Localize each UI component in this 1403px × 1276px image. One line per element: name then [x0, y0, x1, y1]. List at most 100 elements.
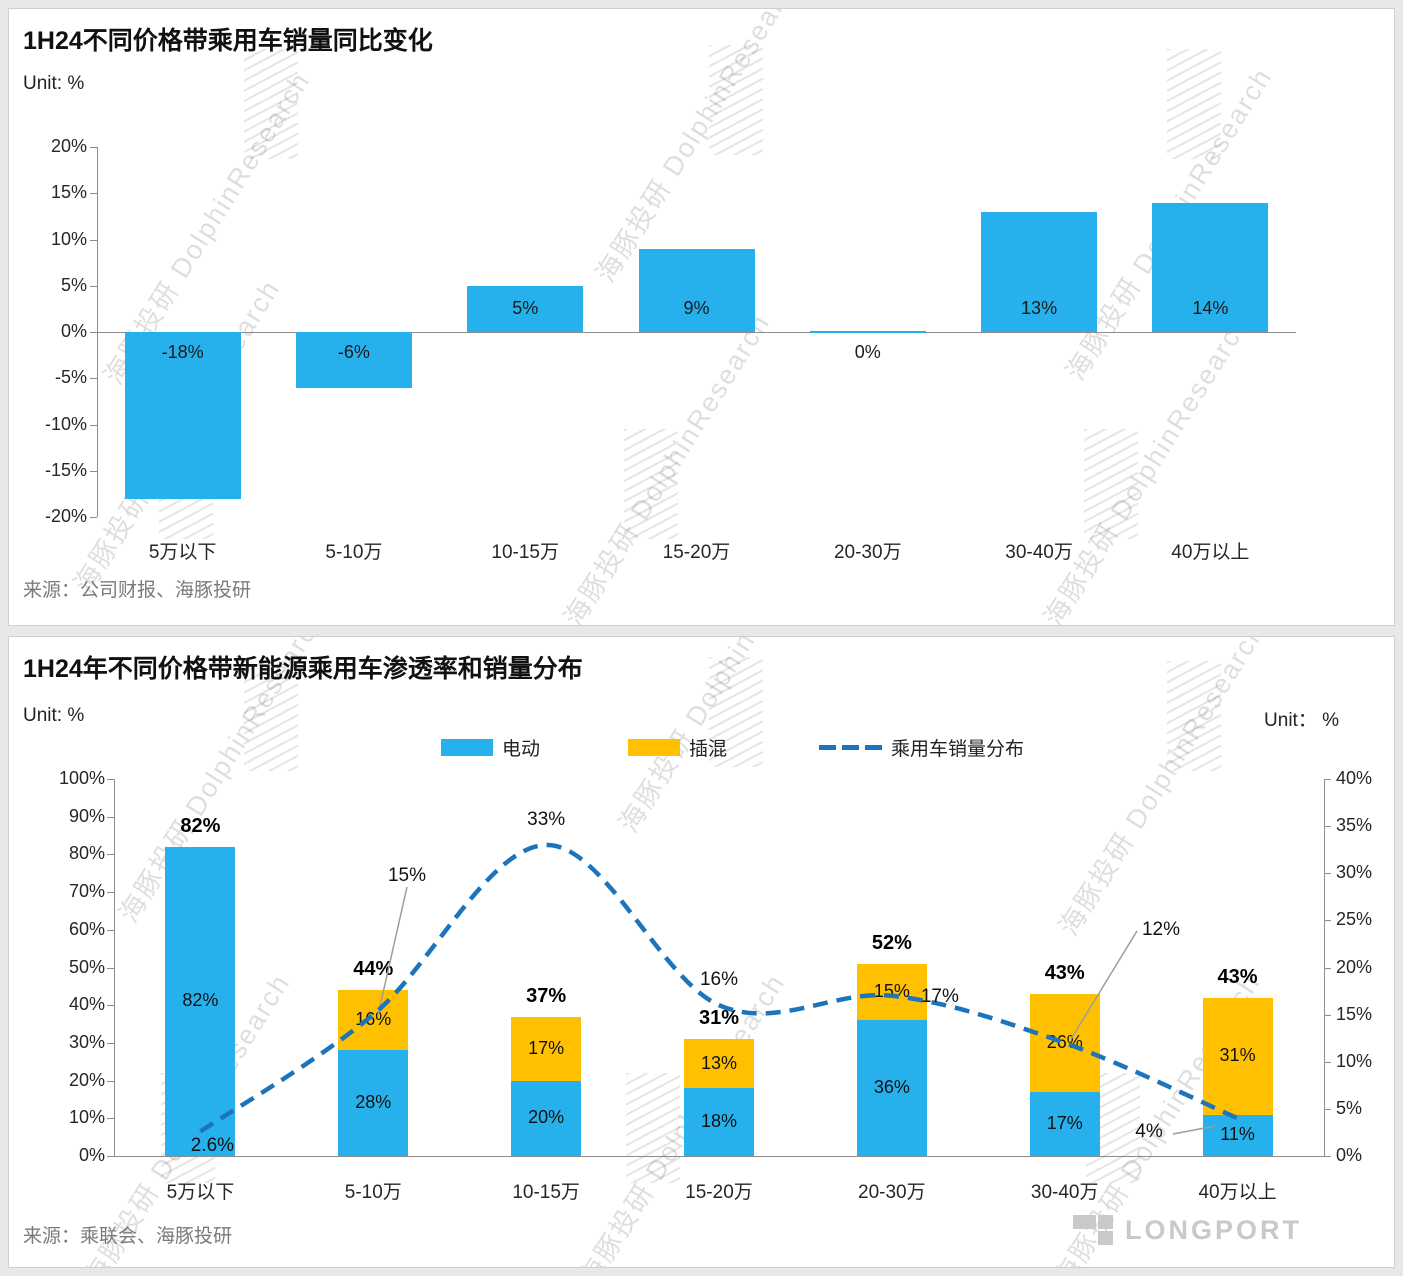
line-data-label: 16%: [699, 969, 739, 991]
chart2-unit-left: Unit: %: [23, 705, 85, 726]
y-tick-mark: [90, 285, 97, 287]
left-tick-label: 40%: [68, 994, 105, 1015]
left-tick-mark: [107, 892, 114, 894]
left-tick-mark: [107, 816, 114, 818]
left-tick-label: 50%: [68, 956, 105, 977]
right-tick-label: 25%: [1336, 909, 1373, 930]
legend-label-ev: 电动: [502, 738, 541, 760]
left-tick-mark: [107, 854, 114, 856]
y-tick-label: 0%: [60, 321, 87, 341]
left-tick-label: 90%: [68, 805, 105, 826]
x-category-label: 5-10万: [344, 1182, 402, 1203]
line-data-label: 33%: [527, 809, 566, 830]
bar-total-label: 31%: [698, 1007, 740, 1030]
right-tick-mark: [1324, 1014, 1331, 1016]
chart1-title: 1H24不同价格带乘用车销量同比变化: [23, 27, 433, 55]
right-tick-mark: [1324, 920, 1331, 922]
ev-segment-label: 18%: [700, 1111, 738, 1132]
phev-segment-label: 31%: [1219, 1045, 1256, 1066]
chart2-unit-right: Unit： %: [1264, 710, 1339, 731]
y-tick-label: -10%: [44, 413, 87, 434]
ev-segment-label: 28%: [355, 1092, 392, 1113]
right-tick-label: 5%: [1336, 1097, 1363, 1118]
right-tick-mark: [1324, 1108, 1331, 1110]
ev-segment-label: 17%: [1046, 1112, 1083, 1133]
bar-total-label: 37%: [526, 984, 567, 1007]
x-category-label: 10-15万: [512, 1182, 580, 1203]
x-category-label: 40万以上: [1171, 542, 1250, 563]
y-tick-mark: [90, 517, 97, 518]
right-tick-mark: [1324, 873, 1331, 875]
phev-segment-label: 26%: [1046, 1031, 1083, 1052]
longport-logo-icon: [1073, 1213, 1113, 1247]
bar-total-label: 43%: [1044, 961, 1085, 984]
left-tick-mark: [107, 929, 114, 931]
line-data-label: 2.6%: [190, 1135, 235, 1157]
right-tick-mark: [1324, 779, 1331, 780]
yoy-bar: [981, 211, 1098, 332]
left-tick-mark: [107, 1005, 114, 1007]
legend-swatch-phev: [628, 738, 681, 756]
x-category-label: 15-20万: [685, 1182, 753, 1203]
x-axis-line: [97, 332, 1296, 333]
right-tick-label: 10%: [1336, 1050, 1373, 1071]
left-tick-label: 80%: [68, 843, 105, 864]
phev-segment-label: 13%: [700, 1052, 738, 1073]
right-tick-label: 15%: [1336, 1003, 1373, 1024]
y-tick-mark: [90, 378, 97, 380]
yoy-bar-label: 14%: [1192, 298, 1229, 318]
left-tick-mark: [107, 1156, 114, 1157]
bar-total-label: 52%: [871, 931, 912, 954]
right-tick-label: 30%: [1336, 862, 1373, 883]
x-category-label: 10-15万: [491, 542, 559, 563]
y-tick-label: 5%: [60, 274, 87, 295]
legend-label-phev: 插混: [689, 738, 728, 760]
right-tick-mark: [1324, 1061, 1331, 1063]
yoy-bar: [809, 331, 926, 333]
chart1-unit-left: Unit: %: [23, 73, 85, 94]
legend-label-sales-distribution: 乘用车销量分布: [891, 738, 1025, 760]
x-category-label: 5万以下: [148, 542, 217, 563]
ev-segment-label: 20%: [528, 1107, 565, 1128]
ev-segment-label: 82%: [182, 990, 219, 1011]
y-tick-mark: [90, 470, 97, 472]
y-tick-mark: [90, 239, 97, 241]
right-tick-label: 40%: [1336, 768, 1373, 788]
ev-segment-label: 36%: [873, 1077, 910, 1098]
left-tick-mark: [107, 967, 114, 969]
yoy-bar: [124, 332, 241, 499]
y-tick-label: 10%: [50, 228, 87, 249]
x-category-label: 15-20万: [662, 542, 731, 563]
y-tick-mark: [90, 424, 97, 426]
y-tick-label: -5%: [54, 367, 87, 388]
yoy-sales-chart-panel: 海豚投研 DolphinResearch 海豚投研 DolphinResearch…: [8, 8, 1395, 626]
left-axis-line: [114, 779, 115, 1156]
left-tick-mark: [107, 779, 114, 780]
left-tick-label: 70%: [68, 881, 105, 902]
chart1-plot: 20% 15% 10% 5% 0% -5% -10% -15% -20% 5万以下 -18% 5-10…: [9, 9, 1394, 625]
left-tick-label: 60%: [68, 918, 105, 939]
y-tick-mark: [90, 332, 97, 333]
longport-logo: LONGPORT: [1073, 1213, 1302, 1247]
bar-total-label: 82%: [180, 814, 221, 837]
yoy-bar-label: 9%: [683, 298, 710, 318]
chart2-title: 1H24年不同价格带新能源乘用车渗透率和销量分布: [23, 655, 583, 683]
y-tick-mark: [90, 193, 97, 195]
left-tick-label: 20%: [68, 1069, 105, 1090]
yoy-bar: [1152, 202, 1269, 332]
legend-swatch-ev: [441, 738, 493, 756]
left-tick-mark: [107, 1042, 114, 1044]
yoy-bar-label: -18%: [161, 342, 204, 362]
legend-dash-line-sample: [819, 744, 883, 750]
bar-total-label: 43%: [1217, 965, 1258, 988]
yoy-bar-label: 0%: [854, 342, 881, 362]
yoy-bar-label: 5%: [512, 298, 539, 318]
x-category-label: 5万以下: [166, 1182, 235, 1203]
y-tick-label: 20%: [50, 136, 87, 156]
y-tick-label: -20%: [44, 506, 87, 526]
line-data-label: 12%: [1141, 919, 1181, 940]
line-data-label: 4%: [1135, 1121, 1163, 1142]
line-data-label: 17%: [920, 985, 959, 1007]
chart2-legend: 电动 插混 乘用车销量分布: [441, 735, 1025, 760]
